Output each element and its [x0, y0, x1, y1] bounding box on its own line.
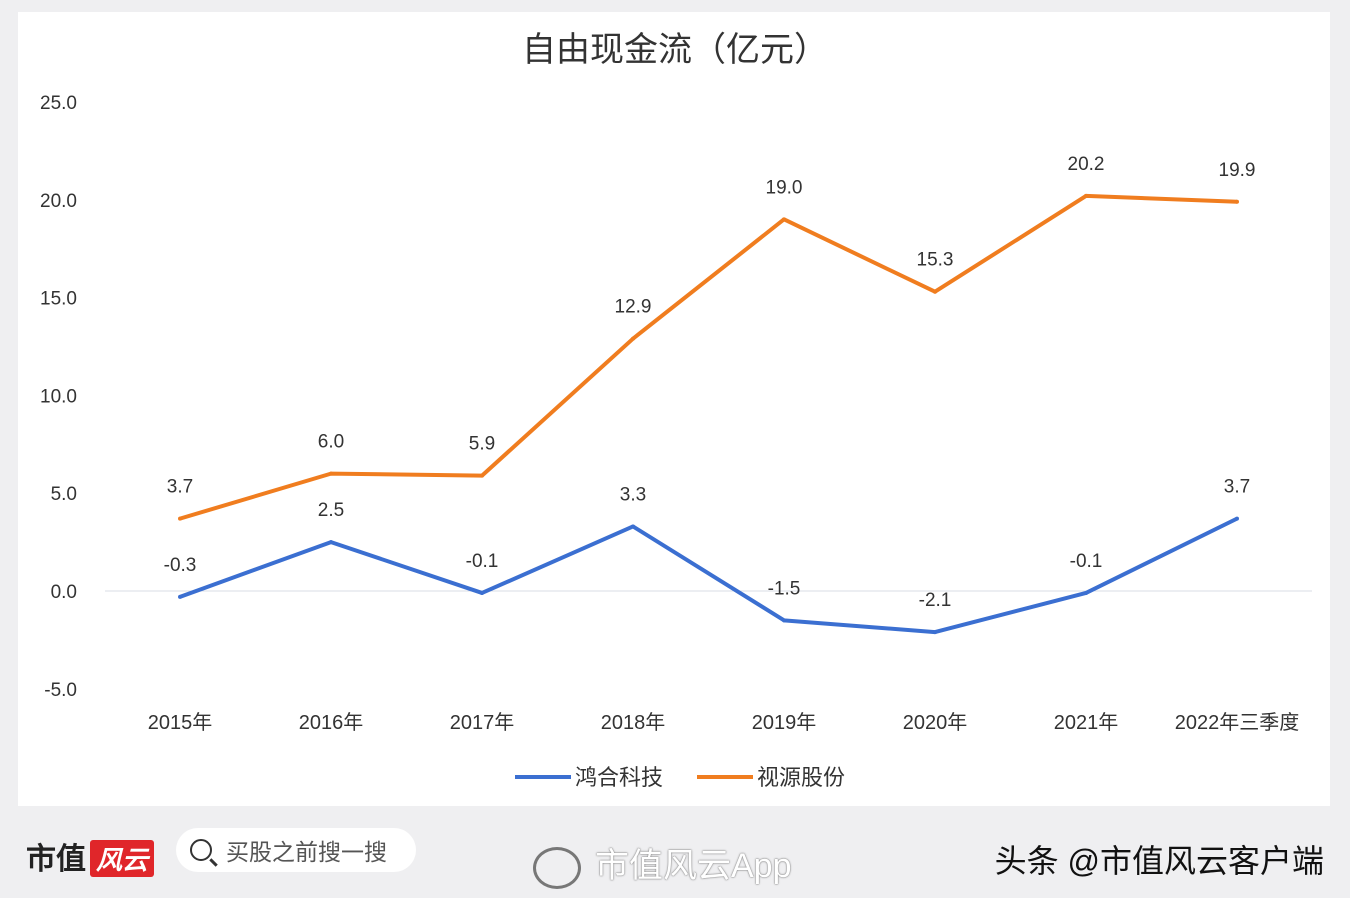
search-placeholder: 买股之前搜一搜 [226, 839, 387, 865]
data-label: -2.1 [919, 590, 952, 611]
data-point [480, 590, 484, 595]
data-label: 5.9 [469, 434, 495, 455]
y-tick-label: 15.0 [40, 289, 77, 310]
data-point [782, 217, 786, 222]
data-point [782, 618, 786, 623]
x-tick-label: 2015年 [148, 711, 213, 734]
data-point [631, 524, 635, 529]
weibo-icon [533, 847, 581, 890]
x-tick-label: 2018年 [601, 711, 666, 734]
x-tick-label: 2019年 [752, 711, 817, 734]
data-point [329, 540, 333, 545]
data-point [178, 594, 182, 599]
x-tick-label: 2016年 [299, 711, 364, 734]
data-label: -1.5 [768, 578, 801, 599]
data-label: 19.9 [1219, 160, 1256, 181]
data-point [1084, 590, 1088, 595]
data-label: 20.2 [1068, 154, 1105, 175]
search-icon [190, 839, 212, 861]
data-label: 3.3 [620, 484, 646, 505]
data-point [329, 471, 333, 476]
data-label: -0.3 [164, 555, 197, 576]
weibo-text: 市值风云App [595, 847, 792, 885]
data-point [1084, 193, 1088, 198]
brand-text: 市值 [26, 843, 86, 876]
y-tick-label: 25.0 [40, 93, 77, 114]
data-point [178, 516, 182, 521]
data-label: 15.3 [917, 250, 954, 271]
data-label: 6.0 [318, 432, 344, 453]
data-label: -0.1 [466, 551, 499, 572]
x-tick-label: 2022年三季度 [1175, 711, 1300, 734]
data-point [1235, 199, 1239, 204]
data-label: 19.0 [766, 177, 803, 198]
brand-badge: 风云 [90, 840, 155, 877]
legend-label: 视源股份 [757, 765, 845, 790]
x-tick-label: 2017年 [450, 711, 515, 734]
weibo-watermark: 市值风云App [533, 838, 792, 890]
y-tick-label: 20.0 [40, 191, 77, 212]
chart-card [18, 12, 1330, 806]
data-label: 3.7 [167, 477, 193, 498]
chart-title: 自由现金流（亿元） [522, 31, 828, 69]
data-label: 12.9 [615, 297, 652, 318]
data-label: 2.5 [318, 500, 344, 521]
data-point [933, 289, 937, 294]
x-tick-label: 2021年 [1054, 711, 1119, 734]
data-point [933, 630, 937, 635]
y-tick-label: 0.0 [51, 582, 77, 603]
legend-label: 鸿合科技 [575, 765, 663, 790]
y-tick-label: 10.0 [40, 386, 77, 407]
series-line-2 [179, 193, 1238, 521]
series-line-1 [179, 516, 1238, 635]
data-point [631, 336, 635, 341]
brand-logo: 市值 风云 [26, 834, 155, 878]
search-box[interactable]: 买股之前搜一搜 [176, 828, 416, 872]
y-tick-label: 5.0 [51, 484, 77, 505]
toutiao-credit: 头条 @市值风云客户端 [994, 843, 1324, 879]
data-point [480, 473, 484, 478]
line-chart: 25.0 20.0 15.0 10.0 5.0 0.0 -5.0 2015年 2016年 2017… [40, 93, 1312, 790]
data-point [1235, 516, 1239, 521]
data-label: -0.1 [1070, 551, 1103, 572]
data-label: 3.7 [1224, 477, 1250, 498]
y-tick-label: -5.0 [44, 680, 77, 701]
x-tick-label: 2020年 [903, 711, 968, 734]
